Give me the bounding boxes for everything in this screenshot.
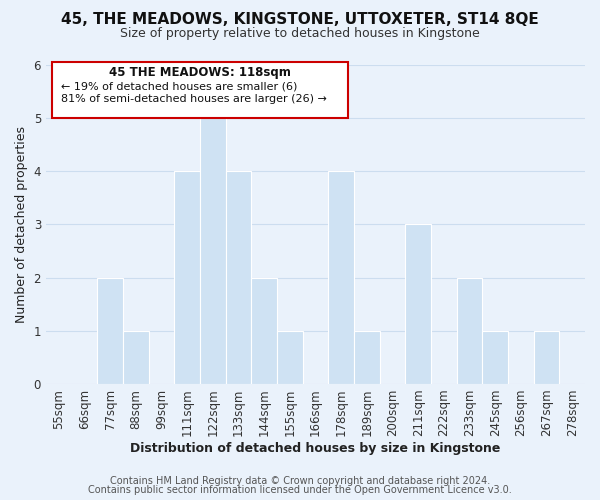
Y-axis label: Number of detached properties: Number of detached properties	[15, 126, 28, 323]
Text: 45, THE MEADOWS, KINGSTONE, UTTOXETER, ST14 8QE: 45, THE MEADOWS, KINGSTONE, UTTOXETER, S…	[61, 12, 539, 28]
Bar	[200, 118, 226, 384]
Bar	[226, 172, 251, 384]
Text: 45 THE MEADOWS: 118sqm: 45 THE MEADOWS: 118sqm	[109, 66, 291, 80]
Bar	[97, 278, 123, 384]
Bar	[123, 331, 149, 384]
Bar	[406, 224, 431, 384]
Bar	[457, 278, 482, 384]
Bar	[328, 172, 354, 384]
Text: Contains HM Land Registry data © Crown copyright and database right 2024.: Contains HM Land Registry data © Crown c…	[110, 476, 490, 486]
X-axis label: Distribution of detached houses by size in Kingstone: Distribution of detached houses by size …	[130, 442, 500, 455]
Bar	[533, 331, 559, 384]
Text: 81% of semi-detached houses are larger (26) →: 81% of semi-detached houses are larger (…	[61, 94, 327, 104]
Text: Contains public sector information licensed under the Open Government Licence v3: Contains public sector information licen…	[88, 485, 512, 495]
Bar	[354, 331, 380, 384]
Text: Size of property relative to detached houses in Kingstone: Size of property relative to detached ho…	[120, 28, 480, 40]
Bar	[482, 331, 508, 384]
Bar	[251, 278, 277, 384]
Bar	[174, 172, 200, 384]
Text: ← 19% of detached houses are smaller (6): ← 19% of detached houses are smaller (6)	[61, 82, 297, 92]
Bar	[277, 331, 302, 384]
